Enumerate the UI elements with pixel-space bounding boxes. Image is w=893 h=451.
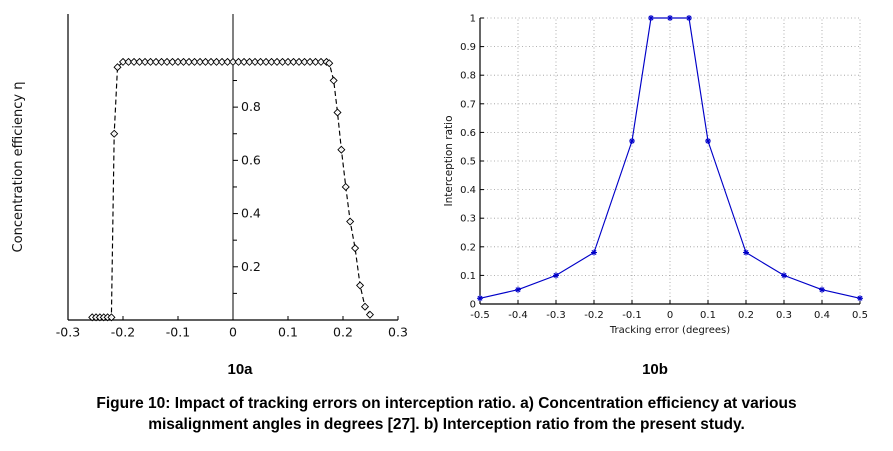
svg-text:0.1: 0.1 <box>460 271 476 282</box>
svg-text:-0.3: -0.3 <box>546 310 566 321</box>
svg-text:0.3: 0.3 <box>460 214 476 225</box>
svg-text:-0.2: -0.2 <box>584 310 604 321</box>
chart-area-10b: -0.5 -0.4 -0.3 -0.2 -0.1 0 0.1 0.2 0.3 0.4 0.5 0 0.1… <box>440 6 870 346</box>
chart-concentration-efficiency: -0.3 -0.2 -0.1 0 0.1 0.2 0.3 0.2 0.4 0.6 0.8 Concen… <box>11 14 408 340</box>
svg-text:0.5: 0.5 <box>460 157 476 168</box>
figure-caption: Figure 10: Impact of tracking errors on … <box>0 393 893 435</box>
svg-text:Tracking error (degrees): Tracking error (degrees) <box>609 325 730 336</box>
svg-text:0: 0 <box>667 310 673 321</box>
chart-interception-ratio: -0.5 -0.4 -0.3 -0.2 -0.1 0 0.1 0.2 0.3 0.4 0.5 0 0.1… <box>443 14 868 337</box>
subfigure-label-10a: 10a <box>227 361 253 378</box>
svg-text:0.9: 0.9 <box>460 42 476 53</box>
svg-text:0.2: 0.2 <box>333 325 353 340</box>
svg-text:0.8: 0.8 <box>241 99 261 114</box>
svg-text:1: 1 <box>470 14 476 25</box>
svg-text:0.6: 0.6 <box>241 152 261 167</box>
caption-line-1: Figure 10: Impact of tracking errors on … <box>96 395 797 412</box>
svg-text:-0.5: -0.5 <box>470 310 490 321</box>
svg-text:-0.1: -0.1 <box>622 310 642 321</box>
svg-text:0.6: 0.6 <box>460 128 476 139</box>
svg-text:0.8: 0.8 <box>460 71 476 82</box>
svg-text:-0.1: -0.1 <box>166 325 190 340</box>
svg-text:-0.2: -0.2 <box>111 325 135 340</box>
svg-text:0.4: 0.4 <box>460 185 476 196</box>
chart-area-10a: -0.3 -0.2 -0.1 0 0.1 0.2 0.3 0.2 0.4 0.6 0.8 Concen… <box>6 4 408 352</box>
svg-text:Interception ratio: Interception ratio <box>443 116 455 207</box>
svg-text:0: 0 <box>470 300 476 311</box>
svg-text:0.1: 0.1 <box>278 325 298 340</box>
svg-text:0.2: 0.2 <box>460 242 476 253</box>
svg-text:0.1: 0.1 <box>700 310 716 321</box>
svg-text:0: 0 <box>229 325 237 340</box>
svg-text:0.3: 0.3 <box>776 310 792 321</box>
svg-text:0.4: 0.4 <box>241 206 261 221</box>
svg-text:Concentration efficiency η: Concentration efficiency η <box>11 82 26 253</box>
svg-text:0.5: 0.5 <box>852 310 868 321</box>
svg-text:0.4: 0.4 <box>814 310 830 321</box>
svg-text:-0.3: -0.3 <box>56 325 80 340</box>
subfigure-label-10b: 10b <box>642 361 668 378</box>
svg-text:-0.4: -0.4 <box>508 310 528 321</box>
svg-text:0.3: 0.3 <box>388 325 408 340</box>
svg-text:0.2: 0.2 <box>241 259 261 274</box>
svg-text:0.7: 0.7 <box>460 99 476 110</box>
svg-text:0.2: 0.2 <box>738 310 754 321</box>
caption-line-2: misalignment angles in degrees [27]. b) … <box>148 416 745 433</box>
